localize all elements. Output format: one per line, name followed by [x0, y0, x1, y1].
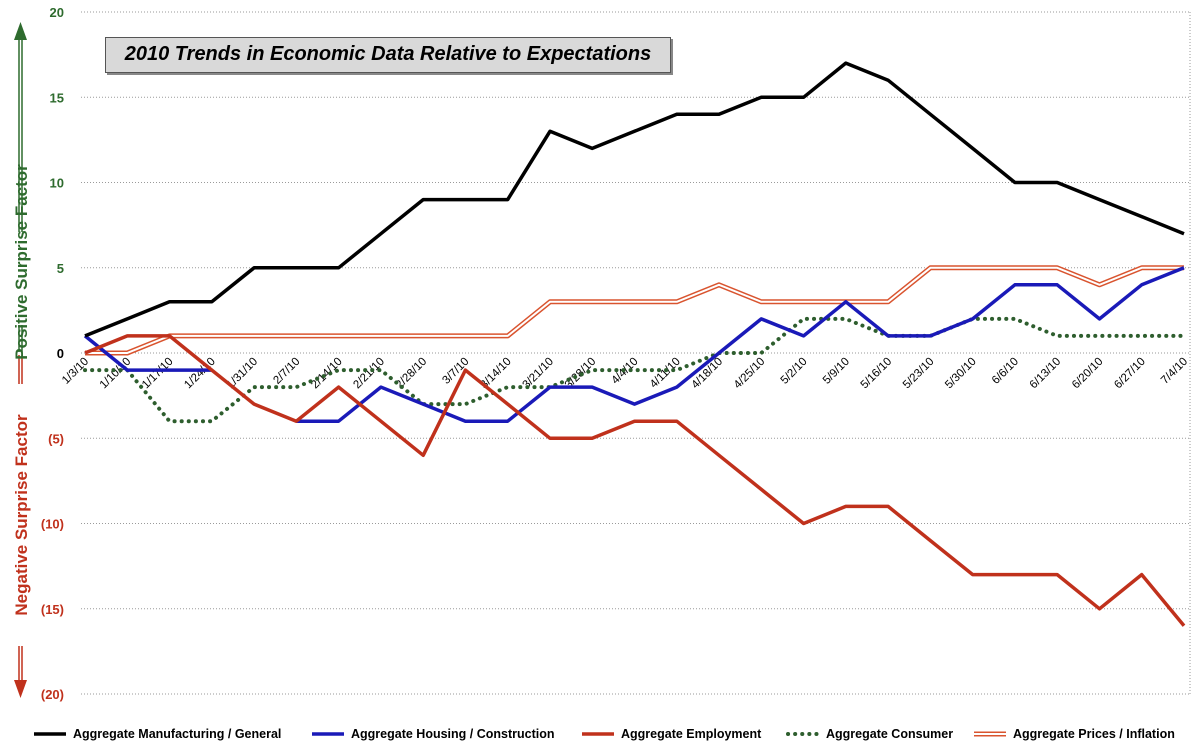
- positive-surprise-label: Positive Surprise Factor: [12, 164, 31, 360]
- x-tick-label: 5/9/10: [821, 356, 852, 387]
- y-tick-label: (15): [41, 602, 64, 617]
- y-tick-label: 10: [50, 176, 64, 191]
- legend-label: Aggregate Manufacturing / General: [73, 727, 282, 741]
- x-tick-label: 2/7/10: [271, 356, 302, 387]
- legend-label: Aggregate Prices / Inflation: [1013, 727, 1175, 741]
- series-line-aggregate-employment: [84, 334, 1186, 627]
- x-tick-label: 6/6/10: [990, 356, 1021, 387]
- y-tick-label: (5): [48, 431, 64, 446]
- y-tick-label: 5: [57, 261, 64, 276]
- x-tick-label: 5/23/10: [901, 356, 937, 392]
- legend-item: Aggregate Prices / Inflation: [972, 724, 1175, 744]
- x-tick-label: 6/13/10: [1028, 356, 1064, 392]
- up-arrow-icon: [14, 22, 27, 40]
- legend-label: Aggregate Consumer: [826, 727, 954, 741]
- x-tick-label: 5/16/10: [859, 356, 895, 392]
- legend: Aggregate Manufacturing / General Aggrega…: [32, 724, 1192, 744]
- legend-item: Aggregate Consumer: [785, 724, 953, 744]
- legend-label: Aggregate Employment: [621, 727, 762, 741]
- y-tick-label: 20: [50, 5, 64, 20]
- legend-label: Aggregate Housing / Construction: [351, 727, 555, 741]
- legend-item: Aggregate Manufacturing / General: [32, 724, 281, 744]
- x-tick-label: 4/25/10: [732, 356, 768, 392]
- x-tick-label: 6/20/10: [1070, 356, 1106, 392]
- y-tick-label: 0: [57, 346, 64, 361]
- gridlines: [81, 11, 1191, 695]
- y-tick-label: (10): [41, 517, 64, 532]
- x-tick-label: 7/4/10: [1159, 356, 1190, 387]
- series-line-aggregate-prices-inflation: [85, 265, 1184, 356]
- legend-item: Aggregate Housing / Construction: [310, 724, 554, 744]
- x-tick-label: 6/27/10: [1112, 356, 1148, 392]
- legend-swatch: [786, 732, 821, 736]
- x-tick-label: 2/28/10: [394, 356, 430, 392]
- legend-swatch: [34, 732, 66, 736]
- x-tick-label: 5/2/10: [779, 356, 810, 387]
- y-tick-label: 15: [50, 90, 64, 105]
- chart-title-box: 2010 Trends in Economic Data Relative to…: [105, 37, 671, 73]
- side-axis-arrows: Positive Surprise Factor Negative Surpri…: [10, 22, 32, 698]
- legend-swatch: [582, 732, 614, 736]
- x-tick-label: 5/30/10: [943, 356, 979, 392]
- series-line-inner-aggregate-prices-inflation: [85, 266, 1184, 354]
- legend-swatch: [974, 731, 1006, 737]
- series-lines: [83, 61, 1186, 627]
- legend-item: Aggregate Employment: [580, 724, 761, 744]
- down-arrow-icon: [14, 680, 27, 698]
- series-line-aggregate-consumer: [83, 316, 1186, 424]
- legend-swatch: [312, 732, 344, 736]
- chart-title: 2010 Trends in Economic Data Relative to…: [124, 43, 652, 65]
- y-axis-ticks: 20 15 10 5 0 (5) (10) (15) (20): [41, 5, 64, 702]
- y-tick-label: (20): [41, 687, 64, 702]
- negative-surprise-label: Negative Surprise Factor: [12, 414, 31, 616]
- series-line-aggregate-housing-construction: [83, 266, 1185, 423]
- series-line-aggregate-manufacturing-general: [84, 61, 1185, 338]
- x-tick-label: 1/17/10: [140, 356, 176, 392]
